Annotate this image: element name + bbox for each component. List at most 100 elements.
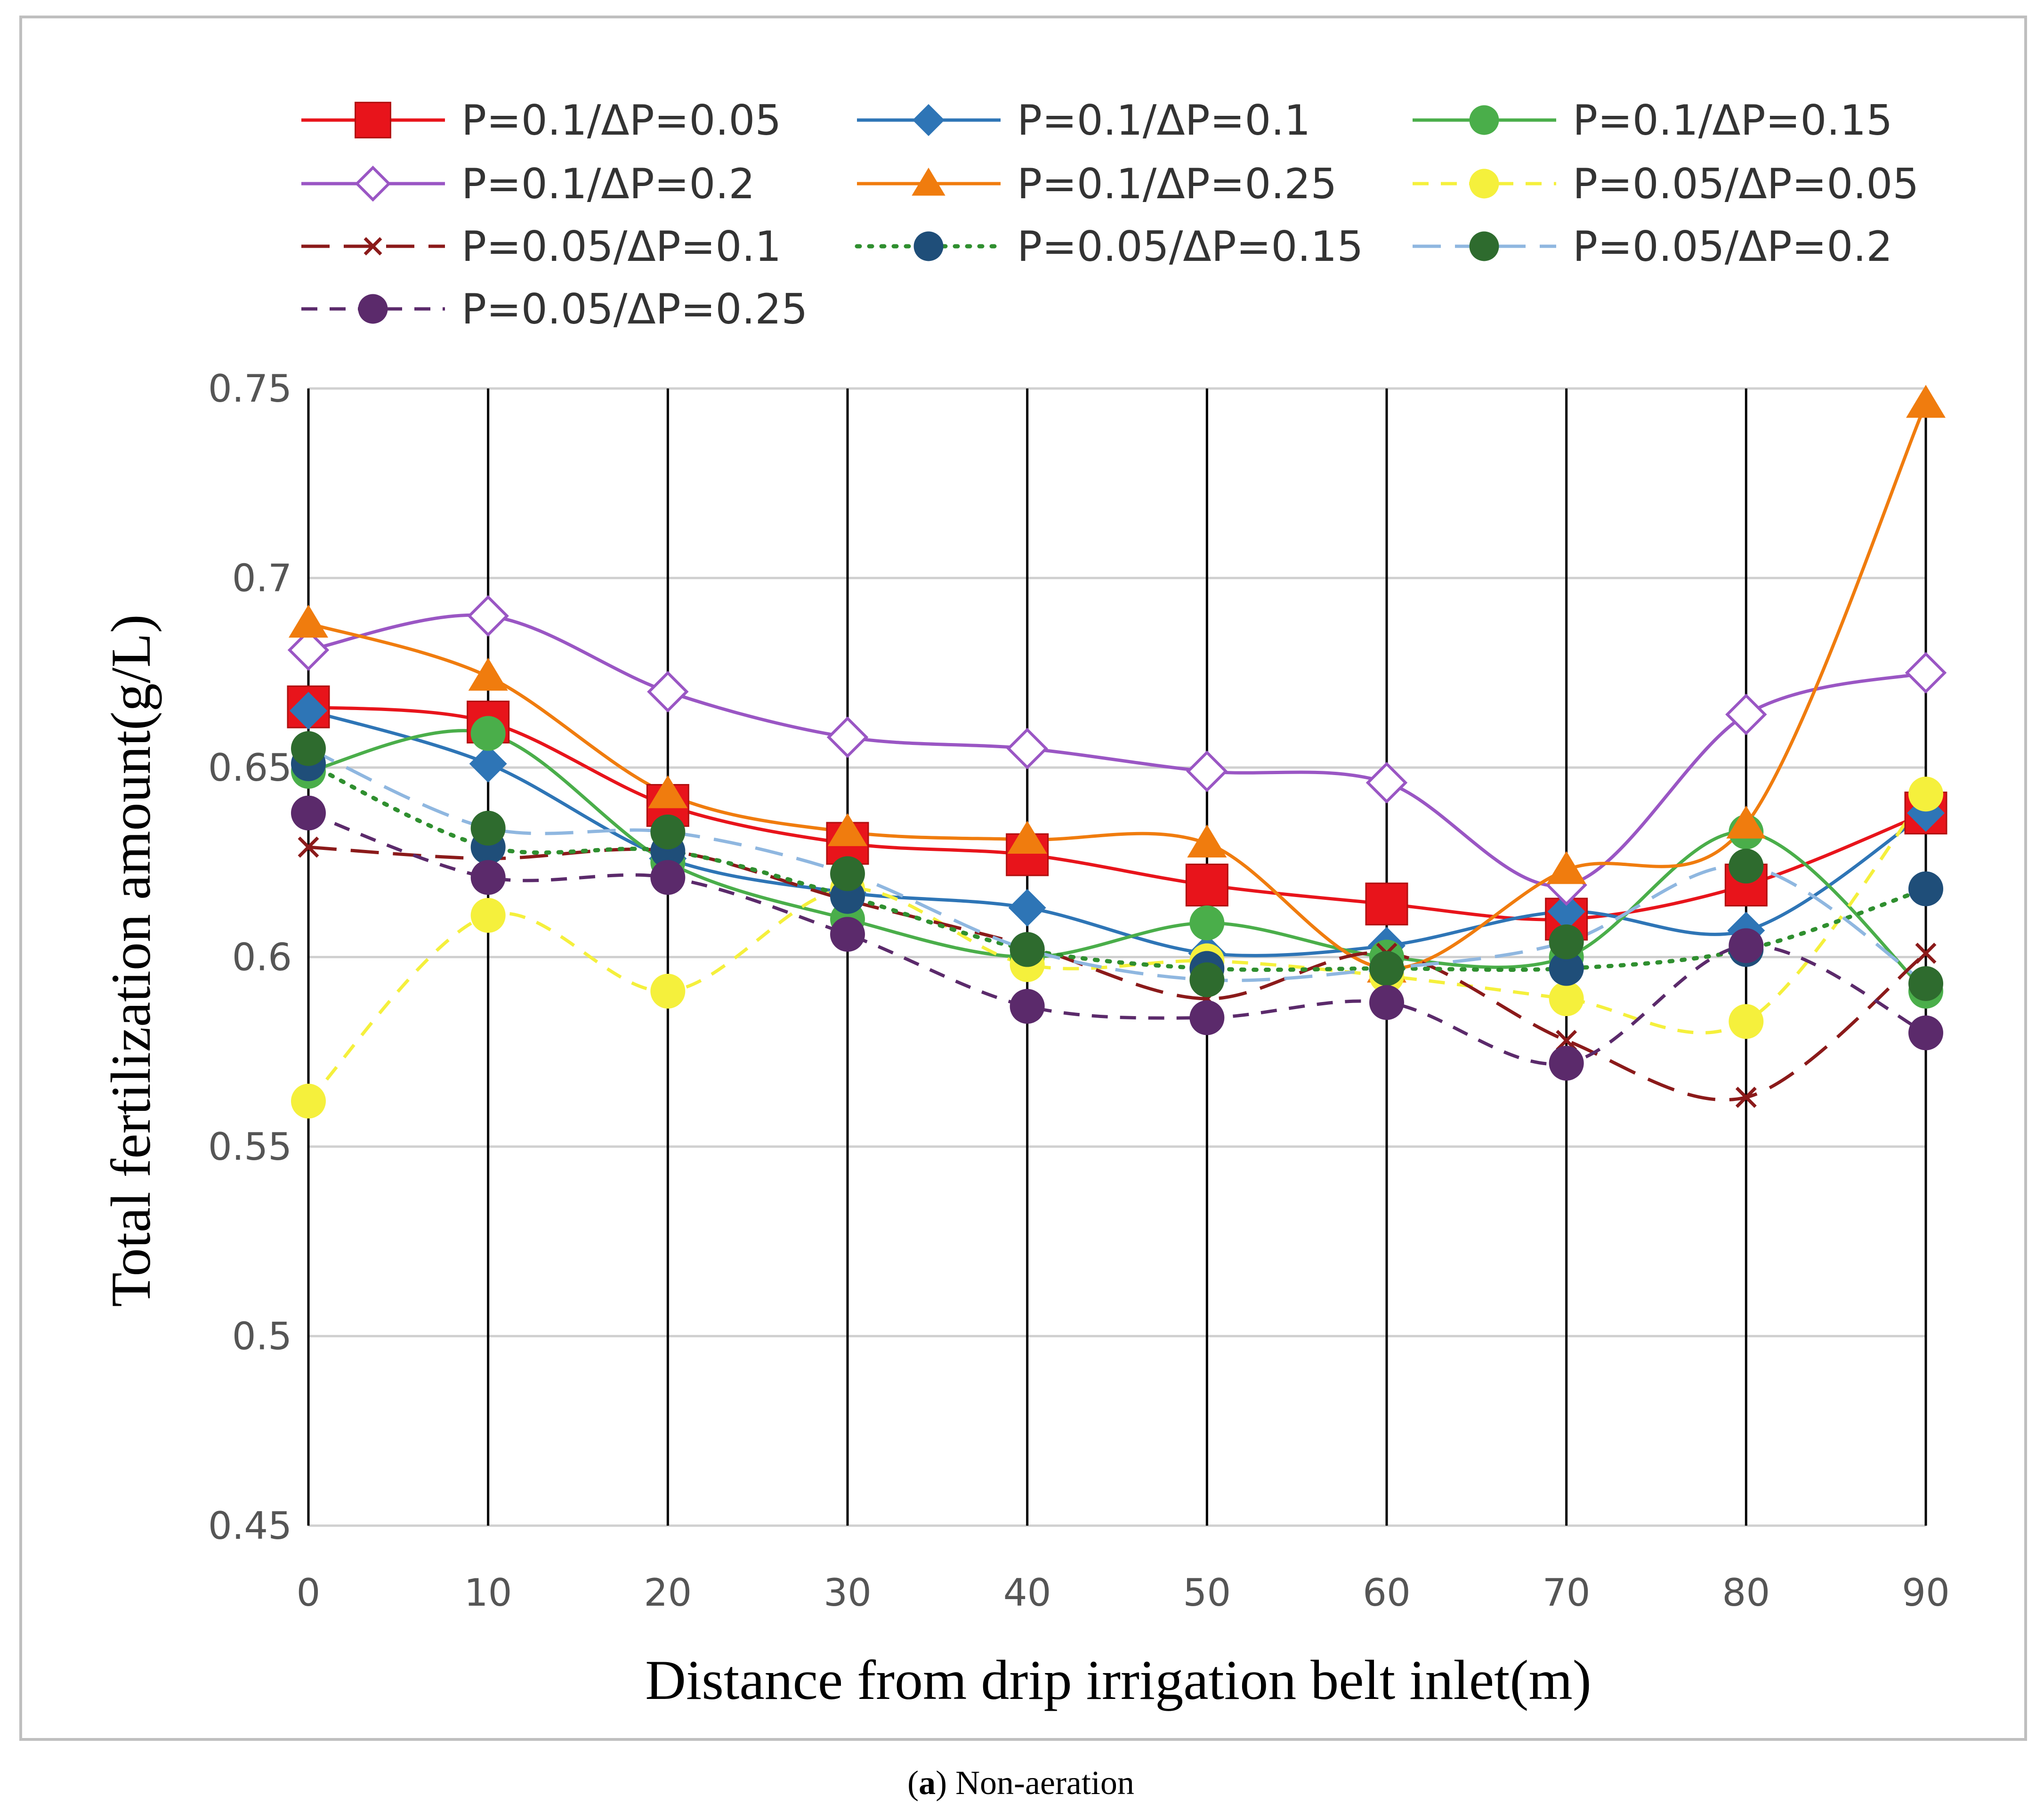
legend-label: P=0.1/ΔP=0.15	[1573, 96, 1892, 145]
data-point-series-8	[1549, 951, 1584, 986]
data-point-series-2	[469, 744, 507, 783]
y-tick-label: 0.75	[208, 367, 292, 411]
data-point-series-6	[1549, 981, 1584, 1017]
legend-label: P=0.05/ΔP=0.05	[1573, 160, 1919, 208]
legend-marker	[913, 104, 945, 136]
series-line-3	[308, 729, 1927, 993]
data-point-series-4	[287, 629, 330, 671]
series-line-2	[308, 709, 1927, 957]
data-point-series-10	[1729, 928, 1764, 963]
y-tick-label: 0.7	[232, 557, 292, 600]
data-point-series-4	[1725, 694, 1767, 736]
data-point-series-2	[290, 692, 327, 730]
legend-label: P=0.1/ΔP=0.1	[1017, 96, 1310, 145]
data-point-series-9	[830, 856, 865, 891]
figure-caption: (a) Non-aeration	[907, 1764, 1134, 1802]
legend-marker	[358, 294, 388, 324]
x-tick-label: 70	[1543, 1571, 1591, 1615]
y-tick-label: 0.6	[232, 936, 292, 979]
x-tick-label: 90	[1902, 1571, 1950, 1615]
legend-marker	[1469, 169, 1499, 199]
data-point-series-8	[1908, 871, 1943, 906]
data-point-series-9	[470, 810, 506, 846]
series-line-1	[308, 705, 1927, 922]
data-point-series-5	[648, 775, 688, 808]
data-point-series-5	[828, 813, 867, 846]
data-point-series-4	[826, 716, 869, 758]
y-tick-label: 0.55	[208, 1125, 292, 1169]
series-line-10	[307, 811, 1927, 1066]
data-point-series-5	[1906, 385, 1946, 418]
legend-marker	[913, 231, 944, 261]
data-point-series-7	[1556, 1030, 1577, 1051]
data-point-series-10	[1369, 985, 1404, 1020]
legend: P=0.1/ΔP=0.05 P=0.1/ΔP=0.1 P=0.1/ΔP=0.15 P=…	[301, 96, 1919, 333]
data-point-series-9	[1369, 951, 1404, 986]
y-tick-label: 0.65	[208, 746, 292, 790]
data-point-series-9	[1908, 966, 1943, 1001]
legend-item: P=0.1/ΔP=0.15	[1413, 96, 1892, 145]
data-point-series-5	[1726, 805, 1766, 839]
x-tick-label: 20	[644, 1571, 692, 1615]
data-point-series-9	[1189, 962, 1225, 997]
data-point-series-4	[1186, 750, 1228, 792]
legend-label: P=0.05/ΔP=0.1	[461, 222, 781, 271]
legend-item: P=0.1/ΔP=0.2	[301, 160, 755, 208]
y-tick-label: 0.5	[232, 1315, 292, 1358]
data-point-series-9	[291, 731, 326, 766]
legend-label: P=0.1/ΔP=0.25	[1017, 160, 1337, 208]
legend-marker	[364, 237, 382, 256]
legend-item: P=0.1/ΔP=0.05	[301, 96, 781, 145]
x-tick-label: 30	[824, 1571, 872, 1615]
data-point-series-10	[1549, 1045, 1584, 1081]
data-point-series-3	[1189, 905, 1225, 941]
legend-marker	[355, 102, 391, 138]
legend-item: P=0.1/ΔP=0.25	[857, 160, 1337, 208]
legend-item: P=0.05/ΔP=0.1	[301, 222, 781, 271]
legend-label: P=0.1/ΔP=0.05	[461, 96, 781, 145]
legend-label: P=0.05/ΔP=0.15	[1017, 222, 1363, 271]
axis-tick-labels: 0.45 0.5 0.55 0.6 0.65 0.7 0.75 0 10 20 30 40 50 60 70…	[208, 367, 1950, 1615]
grid-layer	[307, 387, 1927, 1527]
data-point-series-4	[1905, 652, 1947, 694]
legend-marker	[1469, 231, 1499, 261]
data-point-series-4	[1006, 728, 1048, 769]
x-tick-label: 80	[1722, 1571, 1770, 1615]
data-point-series-5	[1187, 825, 1227, 857]
series-line-4	[308, 613, 1926, 888]
data-point-series-10	[291, 795, 326, 831]
series-line-9	[307, 747, 1927, 985]
data-point-series-6	[1729, 1004, 1764, 1039]
data-point-series-5	[289, 605, 328, 638]
data-point-series-6	[1908, 776, 1943, 812]
x-tick-label: 40	[1003, 1571, 1051, 1615]
marker-layer	[287, 385, 1947, 1119]
y-tick-label: 0.45	[208, 1504, 292, 1548]
data-point-series-10	[470, 860, 506, 895]
series-line-8	[306, 761, 1928, 972]
caption-text: Non-aeration	[947, 1764, 1134, 1802]
legend-label: P=0.1/ΔP=0.2	[461, 160, 755, 208]
x-tick-label: 50	[1183, 1571, 1231, 1615]
data-point-series-6	[470, 897, 506, 933]
data-point-series-3	[470, 716, 506, 751]
legend-item: P=0.05/ΔP=0.05	[1413, 160, 1919, 208]
data-point-series-10	[650, 860, 686, 895]
legend-item: P=0.1/ΔP=0.1	[857, 96, 1310, 145]
data-point-series-7	[298, 836, 319, 858]
legend-item: P=0.05/ΔP=0.2	[1413, 222, 1892, 271]
y-axis-title: Total fertilization amount(g/L)	[99, 614, 162, 1307]
data-point-series-4	[1365, 761, 1408, 804]
data-point-series-6	[650, 973, 686, 1009]
data-point-series-9	[1010, 932, 1045, 967]
data-point-series-10	[830, 917, 865, 952]
data-point-series-5	[1007, 820, 1047, 854]
legend-marker	[355, 165, 391, 202]
legend-label: P=0.05/ΔP=0.25	[461, 285, 808, 333]
legend-item: P=0.05/ΔP=0.15	[855, 222, 1363, 271]
data-point-series-1	[1185, 864, 1228, 907]
caption-label: a	[919, 1764, 936, 1802]
data-point-series-10	[1189, 1000, 1225, 1035]
x-tick-label: 0	[297, 1571, 321, 1615]
